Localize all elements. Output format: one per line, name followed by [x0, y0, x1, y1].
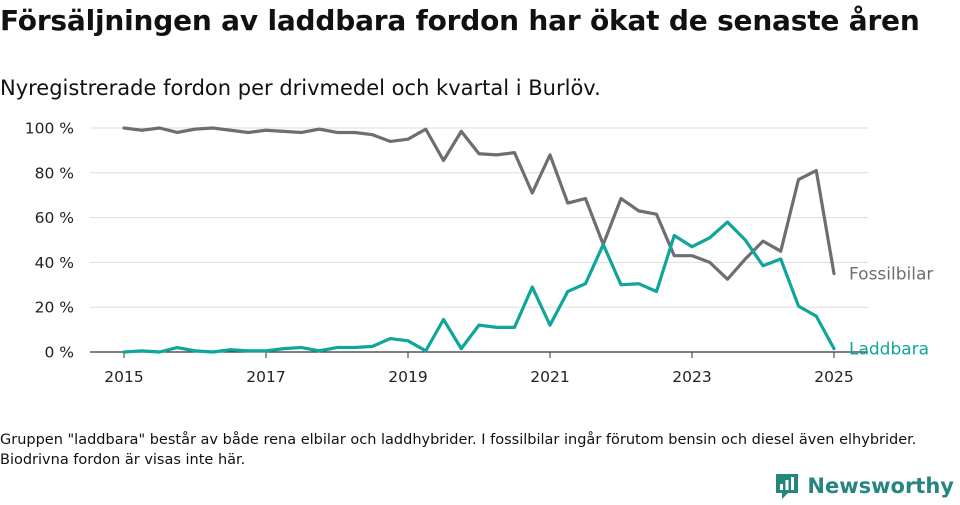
series-line-fossilbilar	[122, 126, 836, 281]
x-tick-label: 2023	[672, 368, 711, 386]
y-tick-label: 20 %	[35, 299, 74, 317]
series-end-labels: Fossilbilar Laddbara	[849, 265, 933, 360]
y-tick-label: 100 %	[25, 120, 74, 138]
series-label-laddbara: Laddbara	[849, 340, 929, 360]
x-tick-label: 2019	[388, 368, 427, 386]
y-tick-label: 60 %	[35, 209, 74, 227]
y-tick-label: 80 %	[35, 164, 74, 182]
y-tick-label: 0 %	[44, 344, 74, 362]
x-axis: 2015 2017 2019 2021 2023 2025	[104, 352, 854, 386]
newsworthy-logo: Newsworthy	[774, 471, 954, 501]
x-tick-label: 2017	[246, 368, 285, 386]
gridlines	[90, 127, 868, 353]
y-axis: 0 % 20 % 40 % 60 % 80 % 100 %	[25, 120, 74, 362]
line-chart: 0 % 20 % 40 % 60 % 80 % 100 % 2015 2017 2019 202…	[25, 120, 934, 387]
footnote: Gruppen "laddbara" består av både rena e…	[0, 432, 917, 468]
series-line-laddbara	[122, 220, 836, 354]
x-tick-label: 2015	[104, 368, 143, 386]
series-lines	[122, 126, 836, 354]
brand-name: Newsworthy	[807, 474, 954, 498]
x-tick-label: 2025	[814, 368, 853, 386]
bar-chart-icon	[776, 474, 799, 499]
series-label-fossilbilar: Fossilbilar	[849, 265, 933, 285]
x-tick-label: 2021	[530, 368, 569, 386]
chart-title: Försäljningen av laddbara fordon har öka…	[0, 4, 920, 37]
y-tick-label: 40 %	[35, 254, 74, 272]
chart-subtitle: Nyregistrerade fordon per drivmedel och …	[0, 76, 601, 100]
